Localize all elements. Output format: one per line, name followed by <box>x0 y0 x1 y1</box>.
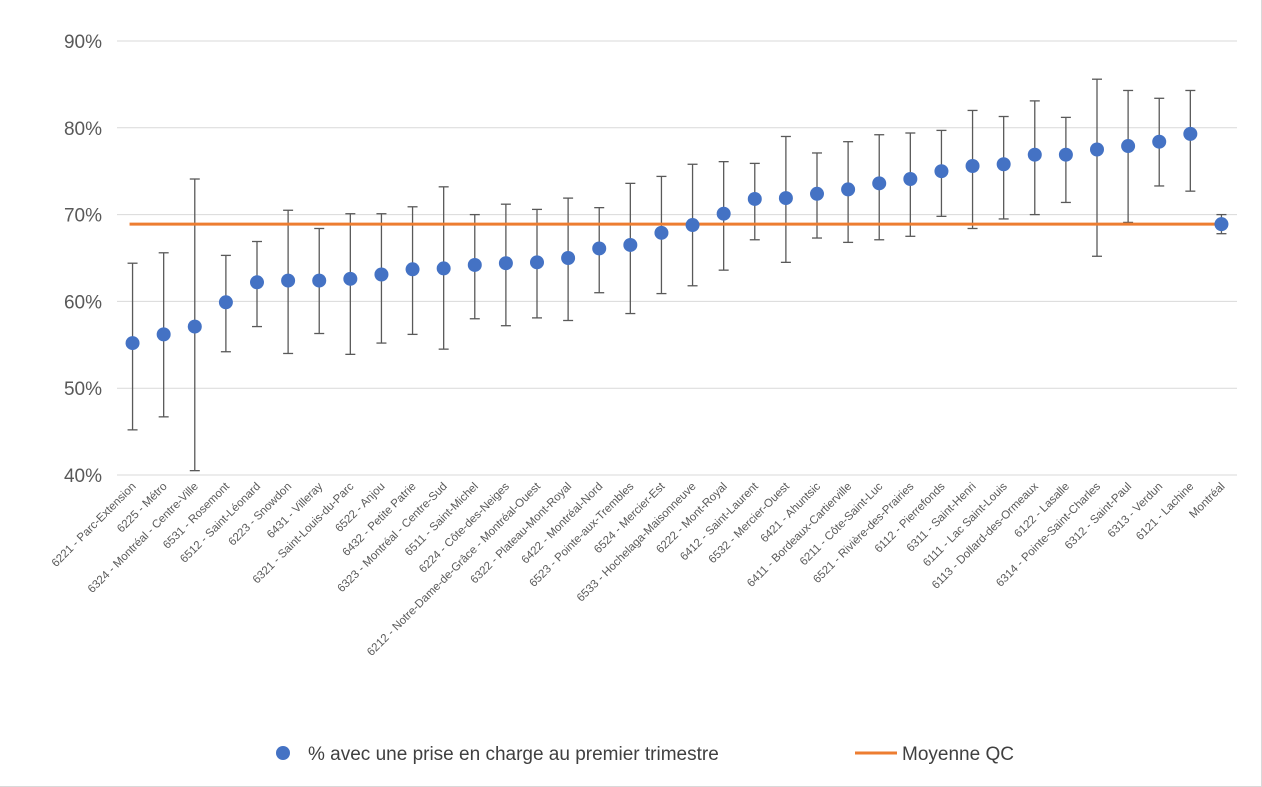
data-point <box>654 225 669 240</box>
y-tick-label: 80% <box>64 119 102 140</box>
data-point <box>685 218 700 233</box>
y-tick-label: 40% <box>64 466 102 487</box>
y-tick-label: 70% <box>64 206 102 227</box>
x-tick-label: 6313 - Verdun <box>1106 481 1166 541</box>
data-point <box>1058 147 1073 162</box>
gridlines <box>117 40 1237 476</box>
error-bar <box>1092 78 1102 257</box>
data-point <box>343 271 358 286</box>
data-point <box>623 237 638 252</box>
y-tick-label: 60% <box>64 292 102 313</box>
data-point <box>405 262 420 277</box>
data-point <box>778 191 793 206</box>
data-point <box>747 191 762 206</box>
legend: % avec une prise en charge au premier tr… <box>276 744 1014 765</box>
data-points <box>125 126 1229 351</box>
data-point <box>592 241 607 256</box>
x-tick-label: 6431 - Villeray <box>265 480 325 540</box>
data-point <box>1183 126 1198 141</box>
data-point <box>467 257 482 272</box>
data-point <box>436 261 451 276</box>
data-point <box>530 255 544 270</box>
data-point <box>312 273 327 288</box>
legend-marker-points <box>276 746 290 760</box>
data-point <box>841 182 856 197</box>
data-point <box>218 295 233 310</box>
data-point <box>1027 147 1042 162</box>
y-axis-tick-labels: 40% 50% 60% 70% 80% 90% <box>64 32 102 487</box>
data-point <box>187 319 202 334</box>
data-point <box>374 267 389 282</box>
data-point <box>125 336 140 351</box>
data-point <box>561 251 576 265</box>
data-point <box>250 275 264 290</box>
x-tick-label: 6122 - Lasalle <box>1012 481 1072 541</box>
data-point <box>281 273 296 288</box>
data-point <box>1152 134 1167 149</box>
data-point <box>1214 217 1229 232</box>
data-point <box>1121 139 1136 154</box>
data-point <box>965 158 980 173</box>
data-point <box>1090 142 1104 157</box>
y-tick-label: 90% <box>64 32 102 53</box>
data-point <box>810 186 824 201</box>
error-bar <box>1123 89 1134 224</box>
data-point <box>996 157 1011 172</box>
y-tick-label: 50% <box>64 379 102 400</box>
data-point <box>156 327 171 342</box>
data-point <box>498 256 513 271</box>
legend-label-points: % avec une prise en charge au premier tr… <box>308 744 719 765</box>
legend-label-mean: Moyenne QC <box>902 744 1014 765</box>
error-bars <box>127 78 1227 472</box>
data-point <box>934 164 949 179</box>
data-point <box>716 206 731 221</box>
data-point <box>903 172 918 187</box>
data-point <box>872 176 887 191</box>
